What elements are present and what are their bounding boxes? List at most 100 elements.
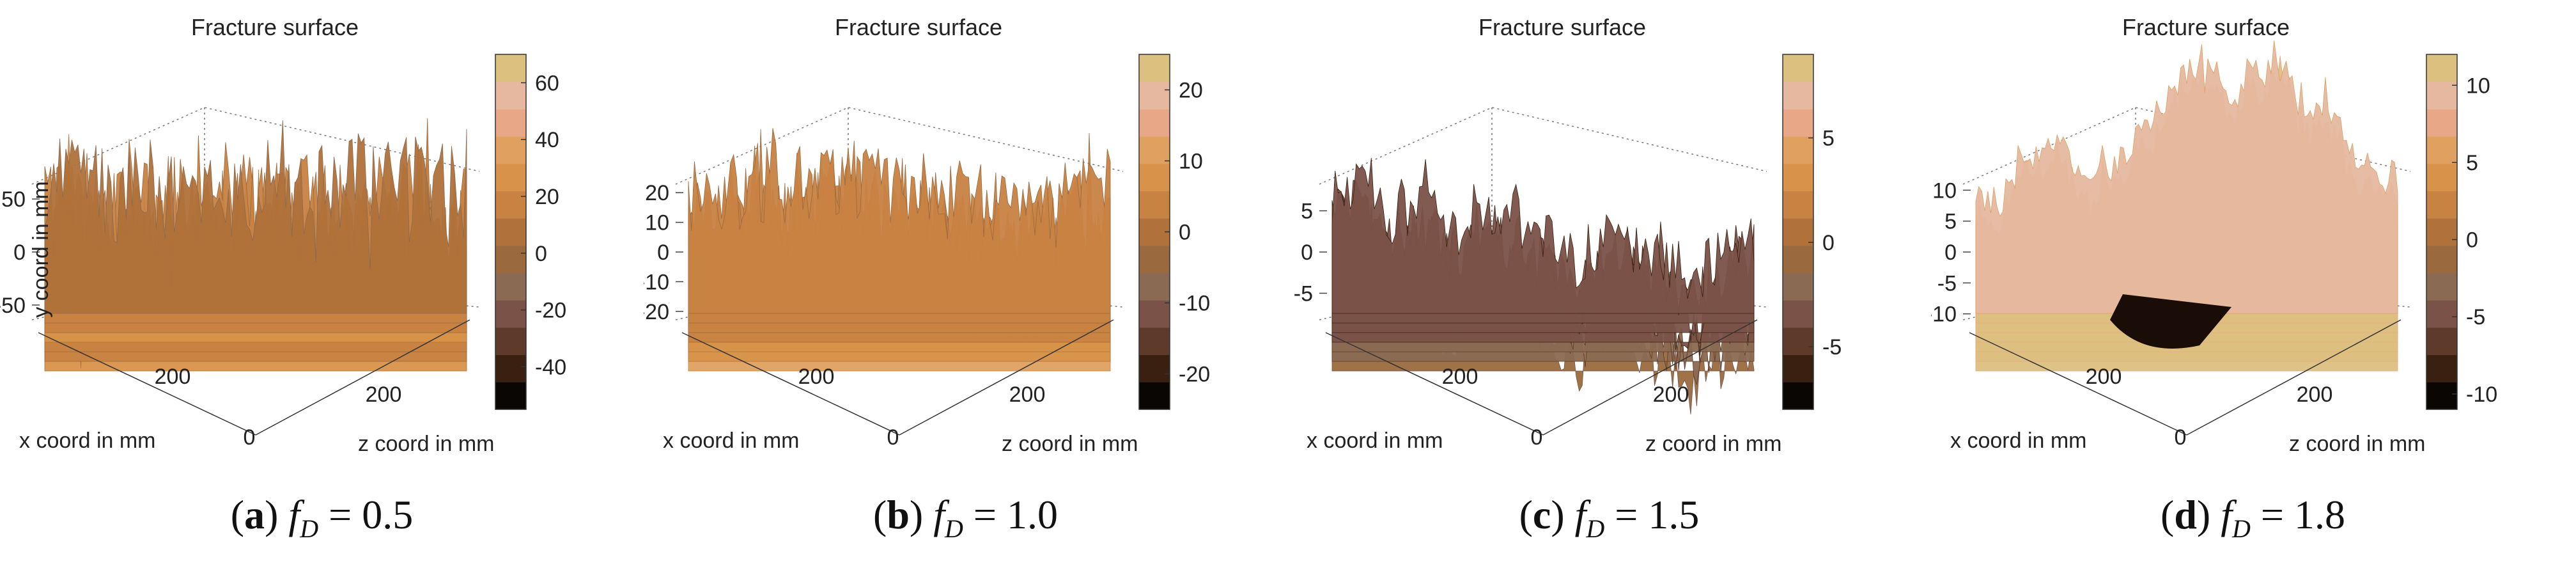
colorbar-segment [495, 136, 526, 164]
colorbar-segment [2426, 54, 2457, 83]
colorbar-frame [2426, 54, 2458, 410]
x-tick-label: 0 [1531, 425, 1543, 450]
x-axis-label: x coord in mm [663, 429, 800, 453]
z-axis-line [255, 319, 470, 436]
colorbar-segment [1139, 109, 1170, 137]
y-axis-label: y coord in mm [29, 181, 53, 318]
colorbar-segment [495, 245, 526, 274]
y-axis: 50 0 -50y coord in mm [0, 181, 53, 318]
caption-paren: ) [265, 492, 289, 537]
colorbar-tick-label: 0 [535, 242, 547, 266]
colorbar-tick-label: 40 [535, 128, 559, 152]
caption-paren: ( [873, 492, 887, 537]
y-tick-label: 0 [1944, 241, 1957, 265]
colorbar-segment [1139, 300, 1170, 328]
colorbar-segment [1783, 272, 1813, 301]
colorbar-tick-label: -20 [1179, 363, 1210, 387]
x-axis-label: x coord in mm [19, 429, 156, 453]
surface-shadow [2110, 294, 2231, 349]
z-axis-line [899, 319, 1114, 436]
x-axis-line [38, 332, 256, 436]
x-tick-label: 0 [887, 425, 899, 450]
colorbar-segment [1139, 136, 1170, 164]
colorbar-segment [1783, 109, 1813, 137]
x-tick-label: 200 [2086, 365, 2122, 389]
colorbar-tick-label: 20 [535, 185, 559, 209]
colorbar-tick-label: 5 [2466, 151, 2478, 175]
colorbar-tick-label: 10 [2466, 74, 2490, 98]
box-top-edge [1319, 107, 1767, 185]
caption-subscript: D [945, 514, 963, 543]
colorbar-tick-label: -5 [2466, 305, 2485, 329]
z-axis-label: z coord in mm [1645, 432, 1782, 456]
caption-value: = 1.5 [1604, 492, 1700, 537]
y-tick-label: -10 [1931, 303, 1957, 327]
colorbar-segment [1783, 218, 1813, 246]
colorbar-tick-label: 0 [2466, 228, 2478, 253]
x-tick-label: 0 [2175, 425, 2187, 450]
caption-symbol: fD [288, 492, 318, 543]
y-tick-label: 0 [1301, 241, 1313, 265]
colorbar-segment [2426, 163, 2457, 191]
x-tick-label: 0 [244, 425, 256, 450]
colorbar-segment [495, 354, 526, 383]
caption-subscript: D [300, 514, 319, 543]
caption-symbol: fD [1575, 492, 1605, 543]
surface-mesh [1975, 40, 2398, 372]
z-axis-line [2186, 319, 2401, 436]
floor-axes: 200 0 200 x coord in mm z coord in mm [19, 319, 495, 456]
y-tick-label: 10 [1932, 178, 1957, 203]
surface-band [1975, 40, 2398, 314]
colorbar: 60 40 20 0 -20 -40 [495, 54, 566, 410]
surface-mesh [44, 118, 467, 372]
colorbar-tick-label: -40 [535, 355, 566, 379]
colorbar: 10 5 0 -5 -10 [2426, 54, 2497, 410]
surface-band [1331, 158, 1755, 314]
colorbar-tick-label: 5 [1822, 127, 1835, 151]
x-tick-label: 200 [1442, 365, 1478, 389]
colorbar-tick-label: 10 [1179, 150, 1203, 174]
colorbar-segment [1783, 163, 1813, 191]
x-axis-line [1969, 332, 2187, 436]
colorbar-segment [1783, 382, 1813, 410]
floor-axes: 200 0 200 x coord in mm z coord in mm [1307, 319, 1782, 456]
y-tick-label: 10 [645, 211, 669, 235]
colorbar-segment [1139, 327, 1170, 356]
colorbar-segment [2426, 81, 2457, 109]
surface-band [44, 120, 467, 314]
colorbar-segment [495, 81, 526, 109]
colorbar-segment [1783, 245, 1813, 274]
colorbar: 20 10 0 -10 -20 [1138, 54, 1210, 410]
caption-letter: b [887, 492, 910, 537]
colorbar-segment [2426, 300, 2457, 328]
caption-symbol: fD [933, 492, 963, 543]
z-axis-label: z coord in mm [358, 432, 495, 456]
colorbar-segment [495, 300, 526, 328]
caption-paren: ( [230, 492, 245, 537]
colorbar-segment [1783, 354, 1813, 383]
y-tick-label: -5 [1937, 271, 1957, 296]
colorbar-segment [495, 163, 526, 191]
colorbar-tick-label: -5 [1822, 335, 1842, 359]
caption-paren: ( [2161, 492, 2175, 537]
colorbar-segment [1139, 272, 1170, 301]
surface-band [688, 128, 1111, 314]
y-tick-label: 5 [1944, 210, 1957, 234]
y-axis: 50-5y coord in mm [1294, 200, 1327, 306]
colorbar-segment [1139, 354, 1170, 383]
colorbar-tick-label: -10 [1179, 292, 1210, 316]
box-top-edge [31, 107, 480, 185]
colorbar-tick-label: 20 [1179, 79, 1203, 103]
colorbar-segment [495, 109, 526, 137]
y-tick-label: 50 [1, 187, 26, 212]
x-axis-line [681, 332, 900, 436]
x-tick-label: 200 [155, 365, 191, 389]
floor-axes: 200 0 200 x coord in mm z coord in mm [1950, 319, 2426, 456]
colorbar-segment [1783, 81, 1813, 109]
colorbar-segment [1139, 81, 1170, 109]
colorbar-segment [1139, 245, 1170, 274]
x-axis-label: x coord in mm [1307, 429, 1443, 453]
caption-value: = 1.0 [963, 492, 1058, 537]
